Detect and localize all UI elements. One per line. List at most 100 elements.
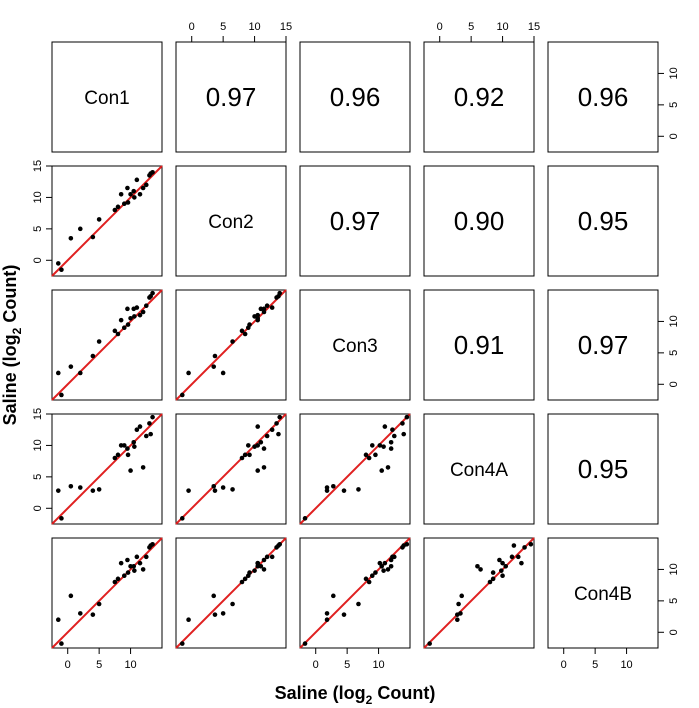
point [118,560,124,566]
point [373,570,378,575]
point [212,488,218,493]
correlation: 0.97 [330,206,381,236]
panel [51,289,163,401]
point [277,414,283,420]
point [179,516,185,521]
point [245,443,251,448]
point [115,331,121,337]
point [137,560,143,566]
point [499,568,504,573]
x-tick-label: 5 [468,21,474,33]
panel [175,289,287,401]
point [388,446,394,451]
point [401,543,407,548]
point [68,483,74,489]
panel [175,413,287,525]
point [255,563,261,569]
point [274,421,279,426]
point [55,488,61,493]
point [373,452,378,458]
point [77,226,83,232]
point [379,468,385,473]
point [59,641,64,646]
point [121,443,127,448]
x-tick-label: 5 [592,659,598,671]
x-tick-label: 10 [620,659,632,671]
point [247,322,252,327]
point [55,617,61,623]
x-axis-label: Saline (log2 Count) [275,683,436,707]
point [519,560,524,566]
point [324,611,330,616]
point [140,567,146,572]
point [255,560,261,566]
point [381,568,386,573]
y-tick-label: 15 [32,408,44,420]
point [247,452,252,458]
correlation: 0.95 [578,454,629,484]
point [211,364,217,369]
point [252,444,257,449]
point [261,306,267,312]
point [475,563,480,569]
point [125,452,131,458]
correlation: 0.97 [206,82,257,112]
point [324,485,330,490]
y-tick-label: 0 [668,381,680,387]
point [391,554,397,560]
y-tick-label: 5 [668,102,680,108]
panel [299,537,411,649]
correlation: 0.91 [454,330,505,360]
regression-line [299,413,411,525]
point [269,427,275,433]
point [125,322,131,327]
point [341,488,347,493]
point [427,641,432,646]
panel [423,413,535,525]
point [382,424,388,429]
point [90,234,96,240]
variable-name: Con3 [332,336,377,357]
point [118,317,124,323]
point [230,339,235,344]
panel [423,537,535,649]
point [68,593,74,599]
point [247,570,252,575]
panel [423,165,535,277]
y-tick-label: 10 [668,563,680,575]
regression-line [175,537,287,649]
variable-name: Con1 [84,88,129,109]
point [503,563,509,569]
point [511,543,517,548]
point [261,446,267,451]
point [59,392,64,398]
regression-line [423,537,535,649]
point [388,439,394,445]
point [211,593,217,599]
panel [51,413,163,525]
point [137,424,143,429]
point [522,545,527,550]
point [331,593,336,599]
point [261,557,267,563]
panel [423,41,535,153]
x-tick-label: 15 [280,21,292,33]
point [331,483,336,489]
y-tick-label: 5 [668,350,680,356]
point [131,188,137,194]
point [137,312,143,318]
point [252,314,257,319]
point [276,543,281,548]
point [497,557,502,563]
correlation: 0.92 [454,82,505,112]
point [143,182,149,188]
point [125,570,131,575]
point [490,570,496,575]
point [230,487,235,492]
point [324,488,330,493]
point [90,488,96,493]
point [186,488,191,493]
point [324,617,330,623]
y-label-sub: 2 [10,327,24,334]
point [148,543,153,548]
